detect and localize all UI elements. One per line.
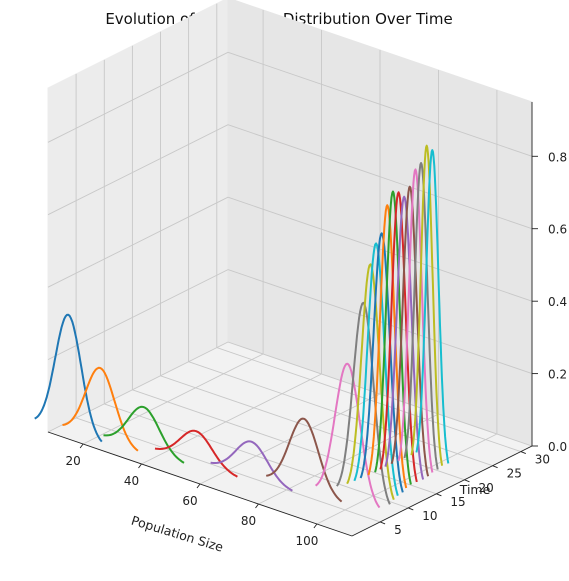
series-line <box>210 440 293 492</box>
y-tick-label: 25 <box>507 467 522 481</box>
y-tick <box>408 507 414 511</box>
grid-back-z <box>227 51 533 157</box>
series-line <box>266 417 343 503</box>
grid-left-z <box>47 341 229 433</box>
grid-back-z <box>227 196 533 302</box>
series-line <box>374 190 412 485</box>
x-tick-label: 60 <box>182 494 197 508</box>
series-line <box>390 185 430 477</box>
series-line <box>346 263 395 501</box>
grid-floor-x <box>316 433 498 525</box>
grid-left-z <box>47 124 229 216</box>
x-tick-label: 20 <box>65 454 80 468</box>
grid-floor-x <box>82 353 264 445</box>
y-axis-line <box>351 445 533 537</box>
y-tick <box>520 451 526 455</box>
x-tick <box>196 483 201 489</box>
y-tick-label: 20 <box>479 481 494 495</box>
series-line <box>154 429 238 478</box>
x-tick <box>138 463 142 469</box>
series-line <box>379 191 418 483</box>
y-tick <box>492 465 498 469</box>
axes-ticks: 20 40 60 80 100 5 10 15 20 25 300.0 0.2 0.4 0.6 0.8 <box>47 102 567 548</box>
series-line <box>103 405 185 464</box>
series-line <box>62 366 139 452</box>
z-tick-label: 0.8 <box>548 150 567 164</box>
axes-panes <box>46 0 534 537</box>
x-tick <box>255 503 259 509</box>
series-line <box>314 362 381 509</box>
z-tick-label: 0.4 <box>548 295 567 309</box>
series-line <box>353 242 399 496</box>
series-line <box>410 144 444 466</box>
y-tick-label: 15 <box>450 495 465 509</box>
y-tick-label: 5 <box>394 523 402 537</box>
series-line <box>384 195 425 480</box>
x-tick <box>313 523 318 529</box>
grid-back-z <box>227 124 533 230</box>
series-line <box>415 149 450 464</box>
x-tick-label: 100 <box>295 534 318 548</box>
y-tick <box>379 521 386 525</box>
grid-left-z <box>47 196 229 288</box>
grid-floor-x <box>141 373 322 465</box>
x-tick-label: 40 <box>124 474 139 488</box>
series-line <box>397 168 434 473</box>
grid-back-z <box>227 341 533 447</box>
x-tick <box>79 443 84 449</box>
y-tick <box>436 493 442 497</box>
y-axis-label: Time <box>459 482 491 497</box>
y-tick <box>464 479 470 483</box>
grid-floor-y <box>188 361 493 467</box>
y-tick-label: 30 <box>535 453 550 467</box>
z-tick-label: 0.0 <box>548 440 567 454</box>
y-tick-label: 10 <box>422 509 437 523</box>
series-line <box>367 204 408 489</box>
series-line <box>34 313 103 443</box>
z-tick-label: 0.6 <box>548 223 567 237</box>
grid-floor-y <box>132 389 437 495</box>
x-tick-label: 80 <box>241 514 256 528</box>
grid-left-z <box>47 51 229 143</box>
z-tick-label: 0.2 <box>548 368 567 382</box>
series-lines <box>34 144 450 509</box>
x-axis-label: Population Size <box>130 513 226 555</box>
series-line <box>403 162 439 470</box>
grid-floor-y <box>216 347 521 453</box>
